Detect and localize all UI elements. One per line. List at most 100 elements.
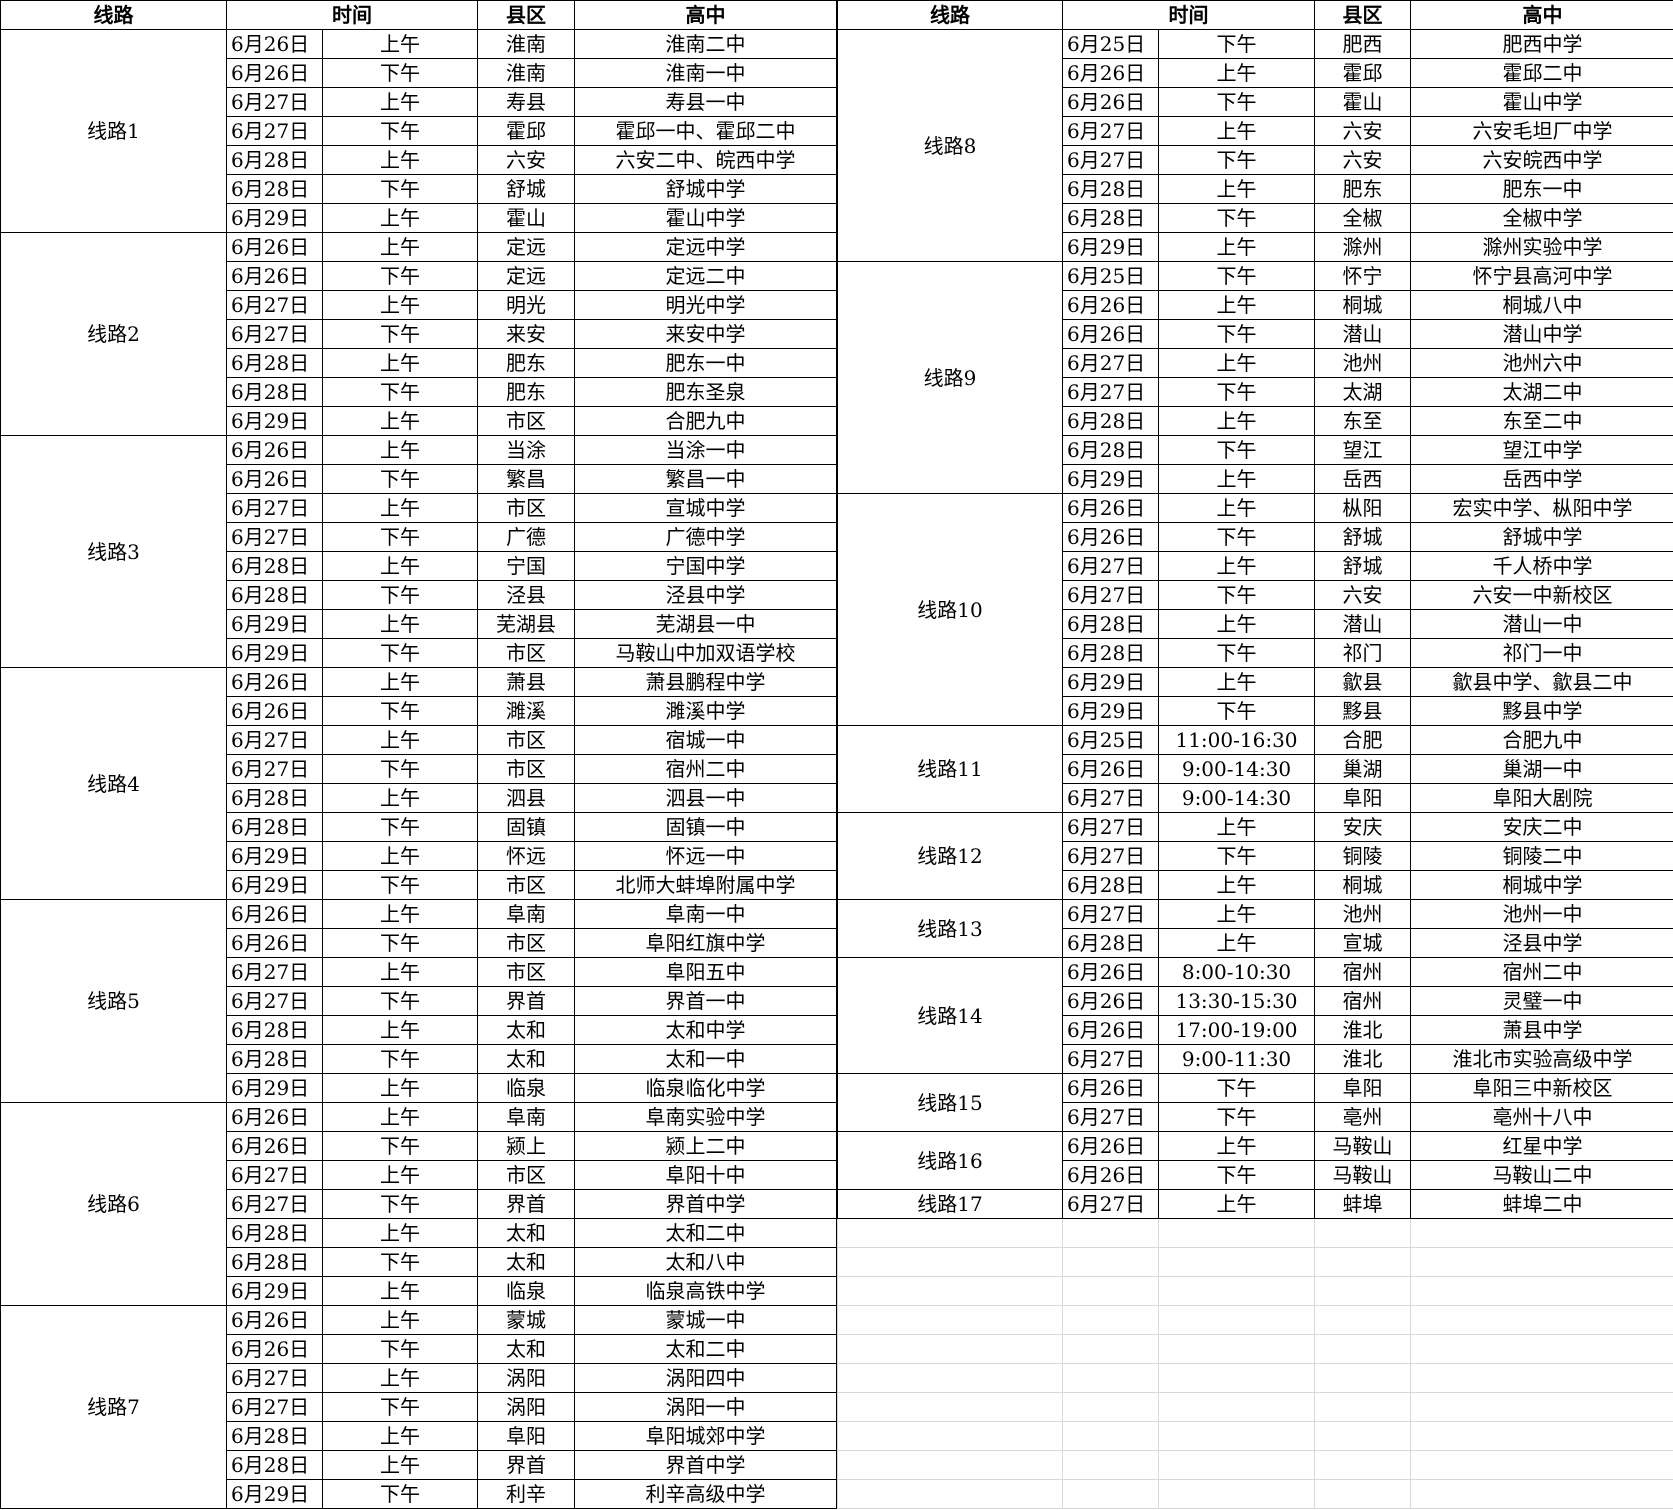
- period-cell: 9:00-11:30: [1158, 1044, 1315, 1074]
- school-cell: 蒙城一中: [574, 1305, 837, 1335]
- date-cell: 6月26日: [1062, 290, 1159, 320]
- period-cell: 上午: [322, 29, 478, 59]
- date-cell: 6月27日: [226, 1189, 323, 1219]
- county-cell: 界首: [477, 1189, 575, 1219]
- data-row: 6月29日 下午 利辛 利辛高级中学: [1, 1479, 837, 1509]
- period-cell: 下午: [322, 1044, 478, 1074]
- empty-cell: [1410, 1276, 1673, 1306]
- data-row: 6月29日 上午 滁州 滁州实验中学: [838, 232, 1673, 262]
- data-row: 线路10 6月26日 上午 枞阳 宏实中学、枞阳中学: [837, 493, 1673, 726]
- empty-cell: [1062, 1421, 1159, 1451]
- county-cell: 濉溪: [477, 696, 575, 726]
- route-cell: 线路13: [837, 899, 1063, 958]
- school-cell: 定远中学: [574, 232, 837, 262]
- period-cell: 下午: [322, 870, 478, 900]
- school-cell: 潜山中学: [1410, 319, 1673, 349]
- date-cell: 6月28日: [1062, 435, 1159, 465]
- date-cell: 6月29日: [226, 406, 323, 436]
- school-cell: 六安一中新校区: [1410, 580, 1673, 610]
- school-cell: 广德中学: [574, 522, 837, 552]
- school-cell: 舒城中学: [1410, 522, 1673, 552]
- data-row: 线路12 6月27日 上午 安庆 安庆二中: [837, 812, 1673, 900]
- data-row: 6月26日 下午 太和 太和二中: [1, 1334, 837, 1364]
- data-row: 线路4 6月26日 上午 萧县 萧县鹏程中学: [0, 667, 837, 900]
- county-cell: 太和: [477, 1218, 575, 1248]
- data-row: 6月28日 上午 界首 界首中学: [1, 1450, 837, 1480]
- county-cell: 亳州: [1314, 1102, 1411, 1132]
- date-cell: 6月27日: [226, 87, 323, 117]
- data-row: 6月28日 上午 潜山 潜山一中: [838, 609, 1673, 639]
- route-cell: 线路15: [837, 1073, 1063, 1132]
- school-cell: 太和二中: [574, 1334, 837, 1364]
- period-cell: 上午: [322, 841, 478, 871]
- county-cell: 潜山: [1314, 609, 1411, 639]
- data-row: 6月28日 上午 六安 六安二中、皖西中学: [1, 145, 837, 175]
- school-cell: 涡阳一中: [574, 1392, 837, 1422]
- county-cell: 霍邱: [477, 116, 575, 146]
- school-cell: 霍邱二中: [1410, 58, 1673, 88]
- data-row: 线路2 6月26日 上午 定远 定远中学: [0, 232, 837, 436]
- period-cell: 下午: [322, 261, 478, 291]
- date-cell: 6月26日: [1062, 957, 1159, 987]
- period-cell: 下午: [322, 986, 478, 1016]
- school-cell: 阜阳红旗中学: [574, 928, 837, 958]
- county-cell: 市区: [477, 870, 575, 900]
- date-cell: 6月29日: [226, 870, 323, 900]
- date-cell: 6月26日: [226, 667, 323, 697]
- date-cell: 6月27日: [226, 493, 323, 523]
- empty-cell: [1158, 1305, 1315, 1335]
- empty-cell: [837, 1450, 1063, 1480]
- period-cell: 上午: [1158, 348, 1315, 378]
- date-cell: 6月27日: [1062, 1102, 1159, 1132]
- county-cell: 肥东: [1314, 174, 1411, 204]
- empty-row: [837, 1247, 1673, 1277]
- period-cell: 下午: [1158, 841, 1315, 871]
- data-row: 6月26日 上午 霍邱 霍邱二中: [838, 58, 1673, 88]
- county-cell: 市区: [477, 638, 575, 668]
- data-row: 6月28日 下午 泾县 泾县中学: [1, 580, 837, 610]
- period-cell: 下午: [322, 1189, 478, 1219]
- date-cell: 6月26日: [226, 58, 323, 88]
- date-cell: 6月26日: [1062, 986, 1159, 1016]
- date-cell: 6月28日: [226, 1421, 323, 1451]
- empty-cell: [1062, 1363, 1159, 1393]
- county-cell: 马鞍山: [1314, 1160, 1411, 1190]
- date-cell: 6月29日: [1062, 464, 1159, 494]
- date-cell: 6月26日: [226, 696, 323, 726]
- data-row: 6月28日 上午 肥东 肥东一中: [1, 348, 837, 378]
- schedule-table: 线路 时间 县区 高中 线路8 6月25日 下午 肥西 肥西中学 6月26日 上午 霍邱 霍邱二中 6月2…: [837, 0, 1673, 1509]
- empty-cell: [1062, 1450, 1159, 1480]
- period-cell: 8:00-10:30: [1158, 957, 1315, 987]
- date-cell: 6月28日: [226, 1218, 323, 1248]
- data-row: 线路7 6月26日 上午 蒙城 蒙城一中: [0, 1305, 837, 1509]
- data-row: 6月29日 上午 岳西 岳西中学: [838, 464, 1673, 494]
- date-cell: 6月26日: [1062, 1015, 1159, 1045]
- date-cell: 6月26日: [1062, 87, 1159, 117]
- county-cell: 舒城: [1314, 551, 1411, 581]
- data-row: 线路1 6月26日 上午 淮南 淮南二中: [0, 29, 837, 233]
- county-cell: 霍山: [1314, 87, 1411, 117]
- school-cell: 萧县中学: [1410, 1015, 1673, 1045]
- route-cell: 线路3: [0, 435, 227, 668]
- empty-cell: [1314, 1305, 1411, 1335]
- period-cell: 下午: [322, 812, 478, 842]
- school-cell: 岳西中学: [1410, 464, 1673, 494]
- data-row: 6月28日 下午 舒城 舒城中学: [1, 174, 837, 204]
- county-cell: 明光: [477, 290, 575, 320]
- empty-cell: [1062, 1305, 1159, 1335]
- empty-row: [837, 1479, 1673, 1509]
- period-cell: 上午: [322, 1160, 478, 1190]
- date-cell: 6月27日: [226, 986, 323, 1016]
- period-cell: 上午: [322, 957, 478, 987]
- county-cell: 铜陵: [1314, 841, 1411, 871]
- county-cell: 太和: [477, 1044, 575, 1074]
- period-cell: 下午: [1158, 377, 1315, 407]
- header-cell: 高中: [574, 0, 837, 30]
- period-cell: 上午: [322, 1073, 478, 1103]
- period-cell: 下午: [1158, 696, 1315, 726]
- period-cell: 上午: [1158, 551, 1315, 581]
- empty-cell: [1410, 1392, 1673, 1422]
- period-cell: 上午: [322, 783, 478, 813]
- county-cell: 怀宁: [1314, 261, 1411, 291]
- county-cell: 舒城: [477, 174, 575, 204]
